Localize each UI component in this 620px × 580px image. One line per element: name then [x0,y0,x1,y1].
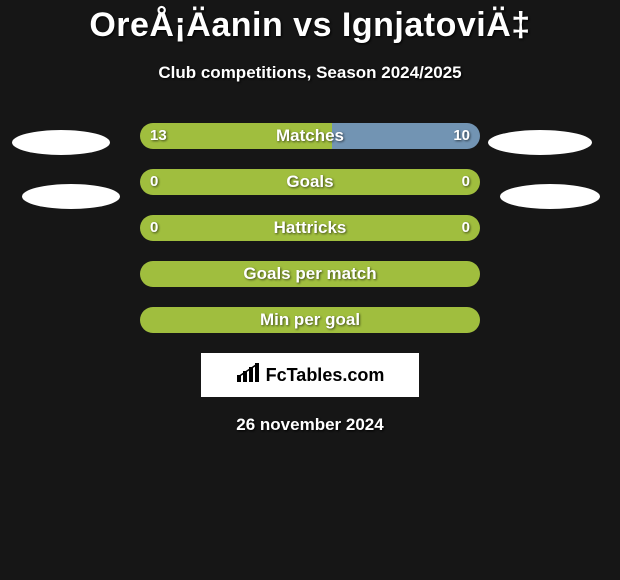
stat-row: Matches13 10 [0,123,620,149]
stat-label: Min per goal [140,307,480,333]
stat-row: Goals0 0 [0,169,620,195]
comparison-widget: OreÅ¡Äanin vs IgnjatoviÄ‡ Club competiti… [0,6,620,435]
source-logo: FcTables.com [201,353,419,397]
stat-bar: Goals [140,169,480,195]
subtitle: Club competitions, Season 2024/2025 [0,63,620,83]
stat-value-right: 0 [462,215,470,241]
stat-bar: Min per goal [140,307,480,333]
stat-value-left: 0 [150,215,158,241]
stat-value-left: 13 [150,123,167,149]
stat-row: Goals per match [0,261,620,287]
stat-label: Hattricks [140,215,480,241]
stat-bar: Goals per match [140,261,480,287]
stat-bar: Hattricks [140,215,480,241]
date-label: 26 november 2024 [0,415,620,435]
chart-icon [236,363,262,388]
stat-row: Min per goal [0,307,620,333]
stat-label: Goals [140,169,480,195]
stat-bar: Matches [140,123,480,149]
page-title: OreÅ¡Äanin vs IgnjatoviÄ‡ [0,6,620,45]
stat-value-right: 10 [453,123,470,149]
stat-value-left: 0 [150,169,158,195]
stat-label: Goals per match [140,261,480,287]
stat-label: Matches [140,123,480,149]
stat-row: Hattricks0 0 [0,215,620,241]
stat-value-right: 0 [462,169,470,195]
logo-text: FcTables.com [266,365,385,386]
